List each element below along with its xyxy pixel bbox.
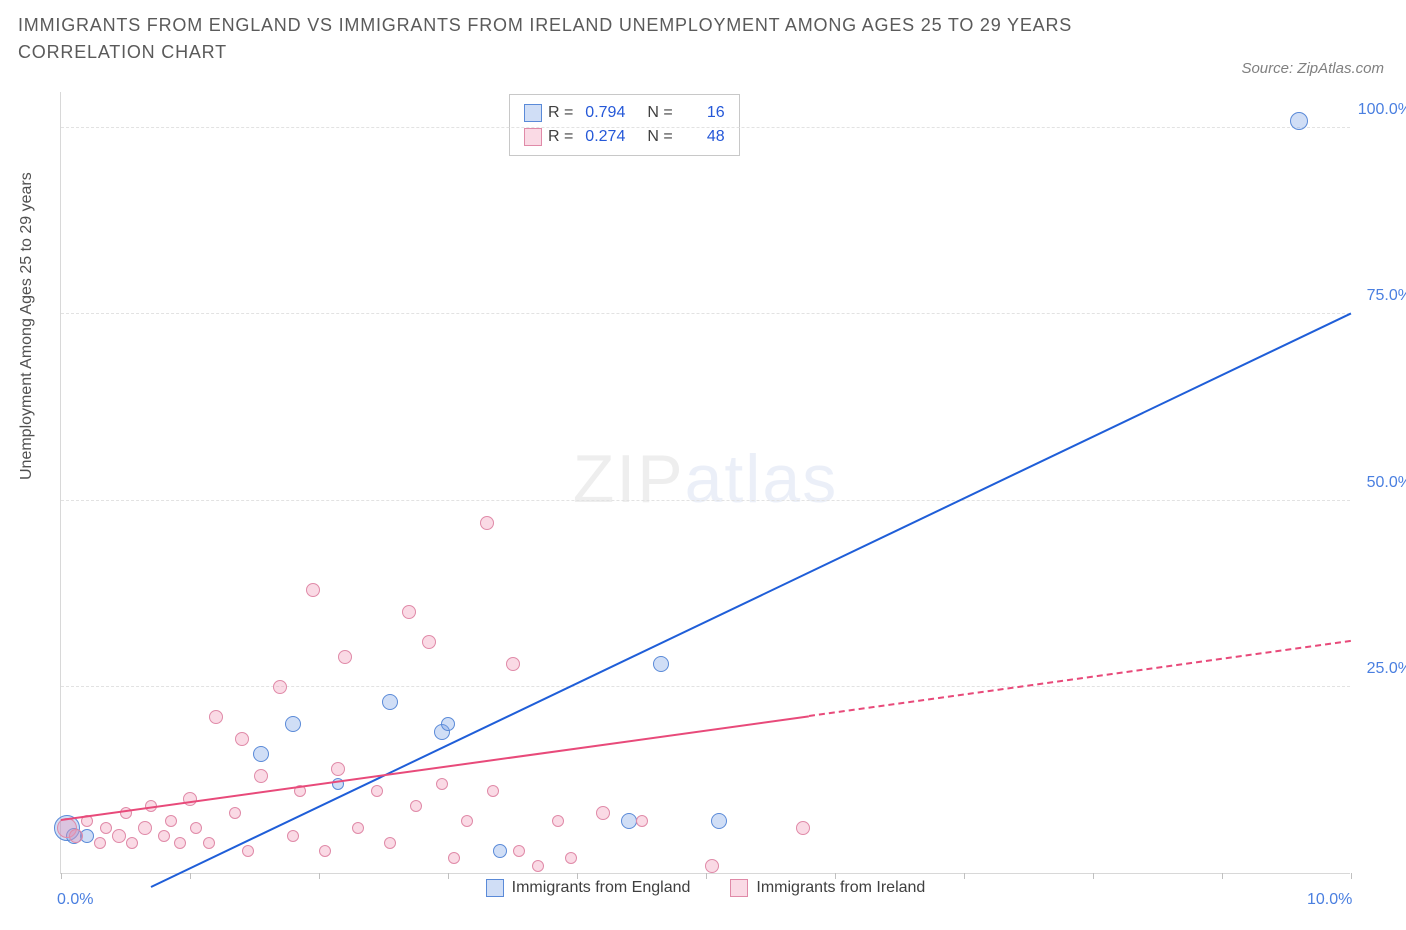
legend-n-value-ireland: 48 (679, 125, 725, 149)
x-tick (706, 873, 707, 879)
x-tick (448, 873, 449, 879)
series-legend: Immigrants from England Immigrants from … (61, 879, 1350, 897)
swatch-ireland (730, 879, 748, 897)
scatter-point-ireland (138, 821, 152, 835)
scatter-point-ireland (384, 837, 396, 849)
x-tick-label: 0.0% (57, 891, 93, 909)
swatch-ireland (524, 128, 542, 146)
legend-row-england: R = 0.794 N = 16 (524, 101, 725, 125)
trend-line-england (151, 313, 1352, 888)
scatter-point-ireland (331, 762, 345, 776)
legend-n-value-england: 16 (679, 101, 725, 125)
plot-area: ZIPatlas R = 0.794 N = 16 R = 0.274 N = … (60, 92, 1350, 874)
swatch-england (486, 879, 504, 897)
scatter-point-england (285, 716, 301, 732)
scatter-point-ireland (461, 815, 473, 827)
scatter-point-ireland (487, 785, 499, 797)
x-tick (61, 873, 62, 879)
scatter-point-ireland (273, 680, 287, 694)
scatter-point-ireland (235, 732, 249, 746)
scatter-point-ireland (319, 845, 331, 857)
scatter-point-ireland (480, 516, 494, 530)
legend-label-england: Immigrants from England (512, 879, 691, 897)
scatter-point-ireland (158, 830, 170, 842)
x-tick (1093, 873, 1094, 879)
scatter-point-ireland (306, 583, 320, 597)
scatter-point-england (711, 813, 727, 829)
scatter-point-ireland (209, 710, 223, 724)
watermark: ZIPatlas (573, 440, 838, 518)
scatter-point-ireland (565, 852, 577, 864)
legend-r-label: R = (548, 101, 573, 125)
chart-title: IMMIGRANTS FROM ENGLAND VS IMMIGRANTS FR… (18, 12, 1118, 66)
y-tick-label: 50.0% (1367, 474, 1406, 492)
y-axis-label: Unemployment Among Ages 25 to 29 years (18, 172, 36, 480)
y-tick-label: 100.0% (1358, 101, 1406, 119)
scatter-point-ireland (338, 650, 352, 664)
gridline (61, 686, 1350, 687)
scatter-point-ireland (100, 822, 112, 834)
scatter-point-ireland (94, 837, 106, 849)
trend-line-ireland (809, 640, 1351, 717)
scatter-point-ireland (242, 845, 254, 857)
legend-label-ireland: Immigrants from Ireland (756, 879, 925, 897)
scatter-point-ireland (705, 859, 719, 873)
scatter-point-ireland (422, 635, 436, 649)
scatter-point-ireland (165, 815, 177, 827)
scatter-point-ireland (352, 822, 364, 834)
x-tick (964, 873, 965, 879)
legend-item-england: Immigrants from England (486, 879, 691, 897)
x-tick (190, 873, 191, 879)
legend-item-ireland: Immigrants from Ireland (730, 879, 925, 897)
source-label: Source: ZipAtlas.com (1241, 60, 1384, 77)
scatter-point-ireland (506, 657, 520, 671)
scatter-point-england (441, 717, 455, 731)
correlation-legend: R = 0.794 N = 16 R = 0.274 N = 48 (509, 94, 740, 156)
scatter-point-ireland (552, 815, 564, 827)
scatter-point-ireland (112, 829, 126, 843)
legend-n-label: N = (647, 125, 672, 149)
scatter-point-ireland (636, 815, 648, 827)
scatter-point-ireland (287, 830, 299, 842)
x-tick (319, 873, 320, 879)
scatter-point-ireland (402, 605, 416, 619)
scatter-point-ireland (436, 778, 448, 790)
x-tick (1222, 873, 1223, 879)
legend-r-value-ireland: 0.274 (579, 125, 625, 149)
scatter-point-ireland (448, 852, 460, 864)
x-tick (577, 873, 578, 879)
scatter-point-ireland (513, 845, 525, 857)
scatter-point-ireland (229, 807, 241, 819)
scatter-point-ireland (532, 860, 544, 872)
x-tick (1351, 873, 1352, 879)
legend-r-value-england: 0.794 (579, 101, 625, 125)
legend-r-label: R = (548, 125, 573, 149)
y-tick-label: 25.0% (1367, 660, 1406, 678)
gridline (61, 127, 1350, 128)
scatter-point-england (253, 746, 269, 762)
scatter-point-ireland (796, 821, 810, 835)
scatter-point-ireland (596, 806, 610, 820)
scatter-point-ireland (410, 800, 422, 812)
x-tick-label: 10.0% (1307, 891, 1352, 909)
scatter-point-ireland (190, 822, 202, 834)
scatter-point-england (621, 813, 637, 829)
scatter-point-ireland (371, 785, 383, 797)
scatter-point-england (653, 656, 669, 672)
swatch-england (524, 104, 542, 122)
legend-n-label: N = (647, 101, 672, 125)
legend-row-ireland: R = 0.274 N = 48 (524, 125, 725, 149)
scatter-point-ireland (69, 829, 83, 843)
gridline (61, 500, 1350, 501)
scatter-point-ireland (174, 837, 186, 849)
gridline (61, 313, 1350, 314)
y-tick-label: 75.0% (1367, 287, 1406, 305)
scatter-point-ireland (126, 837, 138, 849)
x-tick (835, 873, 836, 879)
scatter-point-england (382, 694, 398, 710)
scatter-point-england (493, 844, 507, 858)
scatter-point-england (1290, 112, 1308, 130)
scatter-point-ireland (203, 837, 215, 849)
scatter-point-ireland (254, 769, 268, 783)
